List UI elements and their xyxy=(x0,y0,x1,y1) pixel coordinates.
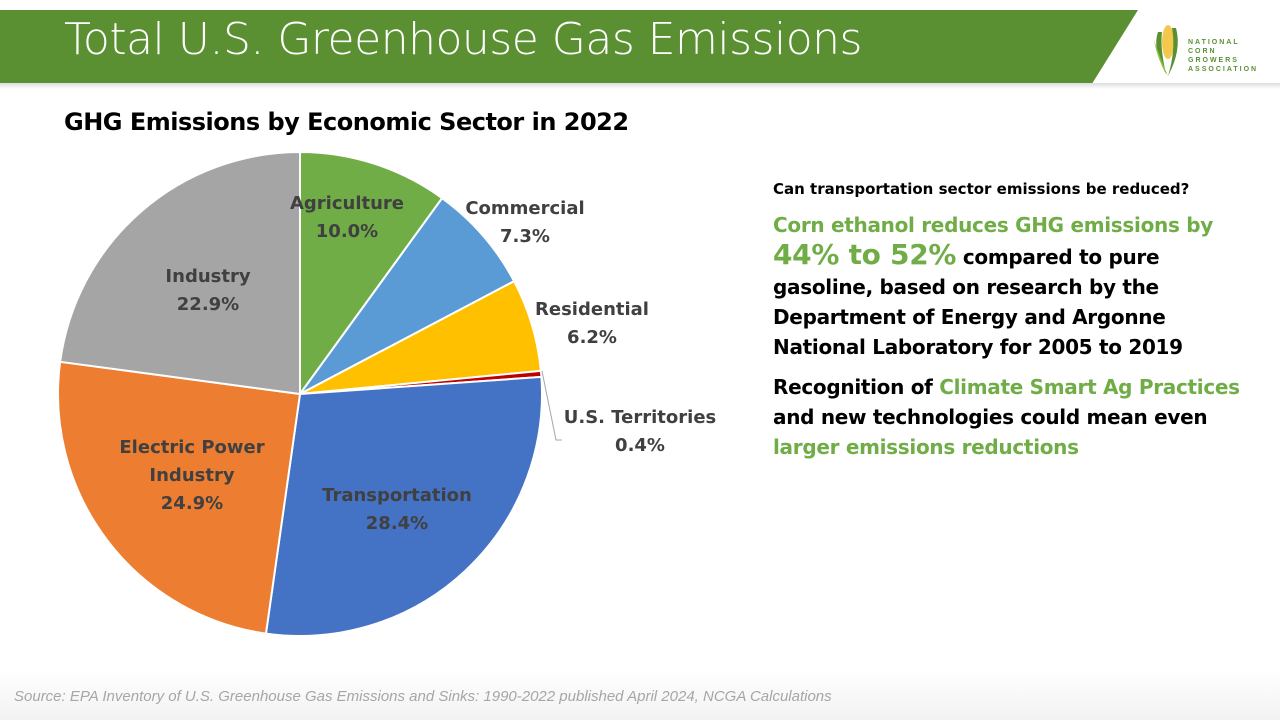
p2-text-a: Recognition of xyxy=(773,375,933,399)
page-title: Total U.S. Greenhouse Gas Emissions xyxy=(64,14,862,65)
label-us-territories: U.S. Territories 0.4% xyxy=(563,407,717,456)
climate-smart-paragraph: Recognition of Climate Smart Ag Practice… xyxy=(773,372,1253,462)
ethanol-green-text: Corn ethanol reduces GHG emissions by xyxy=(773,213,1213,237)
label-transportation: Transportation 28.4% xyxy=(322,485,472,534)
p2-text-b: and new technologies could mean even xyxy=(773,405,1208,429)
label-agriculture: Agriculture 10.0% xyxy=(289,193,405,242)
label-electric-power: Electric Power Industry 24.9% xyxy=(119,437,265,514)
callout-text: Can transportation sector emissions be r… xyxy=(773,180,1253,462)
label-commercial: Commercial 7.3% xyxy=(465,198,585,247)
reduction-range: 44% to 52% xyxy=(773,238,957,271)
header-shadow xyxy=(0,83,1280,89)
territories-leader-line xyxy=(541,370,562,441)
chart-title: GHG Emissions by Economic Sector in 2022 xyxy=(64,108,629,136)
label-residential: Residential 6.2% xyxy=(535,299,649,348)
p2-green-1: Climate Smart Ag Practices xyxy=(939,375,1240,399)
source-note: Source: EPA Inventory of U.S. Greenhouse… xyxy=(14,688,832,705)
pie-slice-agriculture xyxy=(299,150,444,398)
label-industry: Industry 22.9% xyxy=(165,266,251,315)
ncga-logo: NATIONAL CORN GROWERS ASSOCIATION xyxy=(1150,18,1270,78)
question: Can transportation sector emissions be r… xyxy=(773,180,1190,198)
corn-icon xyxy=(1154,25,1178,76)
header-bar xyxy=(0,10,1138,83)
pie-slice-commercial xyxy=(299,196,516,395)
p2-green-2: larger emissions reductions xyxy=(773,435,1079,459)
ethanol-paragraph: Corn ethanol reduces GHG emissions by 44… xyxy=(773,210,1253,362)
ethanol-rest-text: compared to pure gasoline, based on rese… xyxy=(773,245,1183,359)
pie-slice-transportation xyxy=(264,375,543,637)
footer-band xyxy=(0,670,1280,720)
pie-slice-electric-power-industry xyxy=(57,360,302,635)
pie-slice-industry xyxy=(59,150,301,396)
logo-text: NATIONAL CORN GROWERS ASSOCIATION xyxy=(1188,39,1259,73)
